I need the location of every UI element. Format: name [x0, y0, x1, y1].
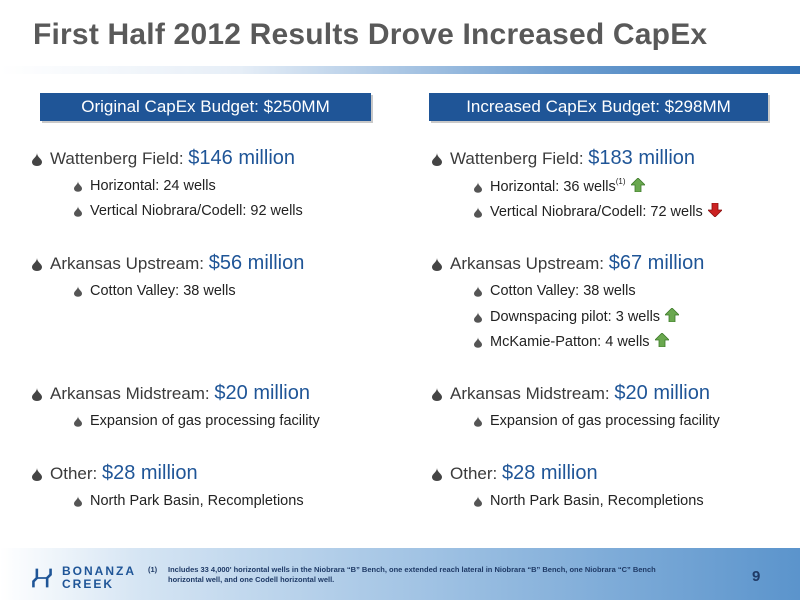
bullet-icon	[432, 153, 442, 167]
bullet-icon	[474, 181, 482, 193]
left-other-label: Other:	[50, 464, 102, 483]
left-north-park-item: North Park Basin, Recompletions	[74, 493, 304, 509]
bullet-icon	[432, 468, 442, 482]
right-ark-midstream-amount: $20 million	[614, 382, 710, 404]
increased-budget-header: Increased CapEx Budget: $298MM	[429, 93, 768, 121]
original-budget-header: Original CapEx Budget: $250MM	[40, 93, 371, 121]
right-expansion-text: Expansion of gas processing facility	[490, 413, 720, 429]
right-cotton-valley-item: Cotton Valley: 38 wells	[474, 283, 636, 299]
right-horizontal-text: Horizontal: 36 wells	[490, 178, 616, 195]
left-wattenberg-label: Wattenberg Field:	[50, 149, 189, 168]
page-title: First Half 2012 Results Drove Increased …	[33, 18, 708, 51]
bullet-icon	[32, 153, 42, 167]
right-wattenberg-amount: $183 million	[588, 147, 696, 169]
bullet-icon	[474, 415, 482, 427]
bullet-icon	[74, 285, 82, 297]
right-expansion-item: Expansion of gas processing facility	[474, 413, 720, 429]
bullet-icon	[474, 336, 482, 348]
bullet-icon	[432, 388, 442, 402]
footnote-text: Includes 33 4,000' horizontal wells in t…	[168, 565, 656, 584]
arrow-up-icon	[629, 177, 646, 196]
right-vertical-text: Vertical Niobrara/Codell: 72 wells	[490, 203, 703, 220]
arrow-down-icon	[706, 202, 723, 221]
right-wattenberg-label: Wattenberg Field:	[450, 149, 589, 168]
bullet-icon	[32, 468, 42, 482]
logo-line-1: BONANZA	[62, 564, 136, 578]
left-north-park-text: North Park Basin, Recompletions	[90, 493, 304, 509]
title-rule	[0, 66, 800, 74]
left-ark-midstream-amount: $20 million	[214, 382, 310, 404]
right-other-item: Other: $28 million	[432, 462, 598, 485]
left-cotton-valley-item: Cotton Valley: 38 wells	[74, 283, 236, 299]
bullet-icon	[474, 495, 482, 507]
bullet-icon	[74, 205, 82, 217]
arrow-up-icon	[653, 332, 670, 351]
left-ark-upstream-amount: $56 million	[208, 252, 305, 274]
right-downspacing-text: Downspacing pilot: 3 wells	[490, 308, 661, 325]
right-mckamie-text: McKamie-Patton: 4 wells	[490, 333, 650, 350]
left-vertical-text: Vertical Niobrara/Codell: 92 wells	[90, 203, 303, 219]
left-vertical-item: Vertical Niobrara/Codell: 92 wells	[74, 203, 303, 219]
left-ark-upstream-item: Arkansas Upstream: $56 million	[32, 252, 304, 275]
left-ark-upstream-label: Arkansas Upstream:	[50, 254, 209, 273]
right-ark-midstream-label: Arkansas Midstream:	[450, 384, 615, 403]
bullet-icon	[74, 415, 82, 427]
right-mckamie-item: McKamie-Patton: 4 wells	[474, 332, 670, 351]
bullet-icon	[74, 180, 82, 192]
right-other-label: Other:	[450, 464, 502, 483]
page-number: 9	[752, 568, 761, 585]
bullet-icon	[474, 311, 482, 323]
bullet-icon	[32, 388, 42, 402]
right-wattenberg-item: Wattenberg Field: $183 million	[432, 147, 695, 170]
right-vertical-item: Vertical Niobrara/Codell: 72 wells	[474, 202, 723, 221]
left-horizontal-item: Horizontal: 24 wells	[74, 178, 216, 194]
left-wattenberg-item: Wattenberg Field: $146 million	[32, 147, 295, 170]
left-other-item: Other: $28 million	[32, 462, 198, 485]
bullet-icon	[474, 285, 482, 297]
right-other-amount: $28 million	[501, 462, 598, 484]
right-ark-upstream-item: Arkansas Upstream: $67 million	[432, 252, 704, 275]
right-downspacing-item: Downspacing pilot: 3 wells	[474, 307, 681, 326]
right-north-park-text: North Park Basin, Recompletions	[490, 493, 704, 509]
left-horizontal-text: Horizontal: 24 wells	[90, 178, 216, 194]
left-cotton-valley-text: Cotton Valley: 38 wells	[90, 283, 236, 299]
bullet-icon	[474, 206, 482, 218]
footnote-number: (1)	[148, 565, 158, 574]
left-expansion-item: Expansion of gas processing facility	[74, 413, 320, 429]
footer-band	[0, 548, 800, 600]
bullet-icon	[32, 258, 42, 272]
left-expansion-text: Expansion of gas processing facility	[90, 413, 320, 429]
right-cotton-valley-text: Cotton Valley: 38 wells	[490, 283, 636, 299]
left-wattenberg-amount: $146 million	[188, 147, 296, 169]
left-other-amount: $28 million	[101, 462, 198, 484]
logo-wordmark: BONANZA CREEK	[62, 565, 136, 591]
left-ark-midstream-item: Arkansas Midstream: $20 million	[32, 382, 310, 405]
right-horizontal-item: Horizontal: 36 wells(1)	[474, 177, 646, 196]
arrow-up-icon	[664, 307, 681, 326]
right-ark-upstream-label: Arkansas Upstream:	[450, 254, 609, 273]
bonanza-creek-logo-icon	[32, 568, 52, 588]
logo-line-2: CREEK	[62, 577, 115, 591]
left-ark-midstream-label: Arkansas Midstream:	[50, 384, 215, 403]
bullet-icon	[432, 258, 442, 272]
right-ark-midstream-item: Arkansas Midstream: $20 million	[432, 382, 710, 405]
right-ark-upstream-amount: $67 million	[608, 252, 705, 274]
bullet-icon	[74, 495, 82, 507]
right-north-park-item: North Park Basin, Recompletions	[474, 493, 704, 509]
footnote-ref: (1)	[615, 177, 626, 186]
